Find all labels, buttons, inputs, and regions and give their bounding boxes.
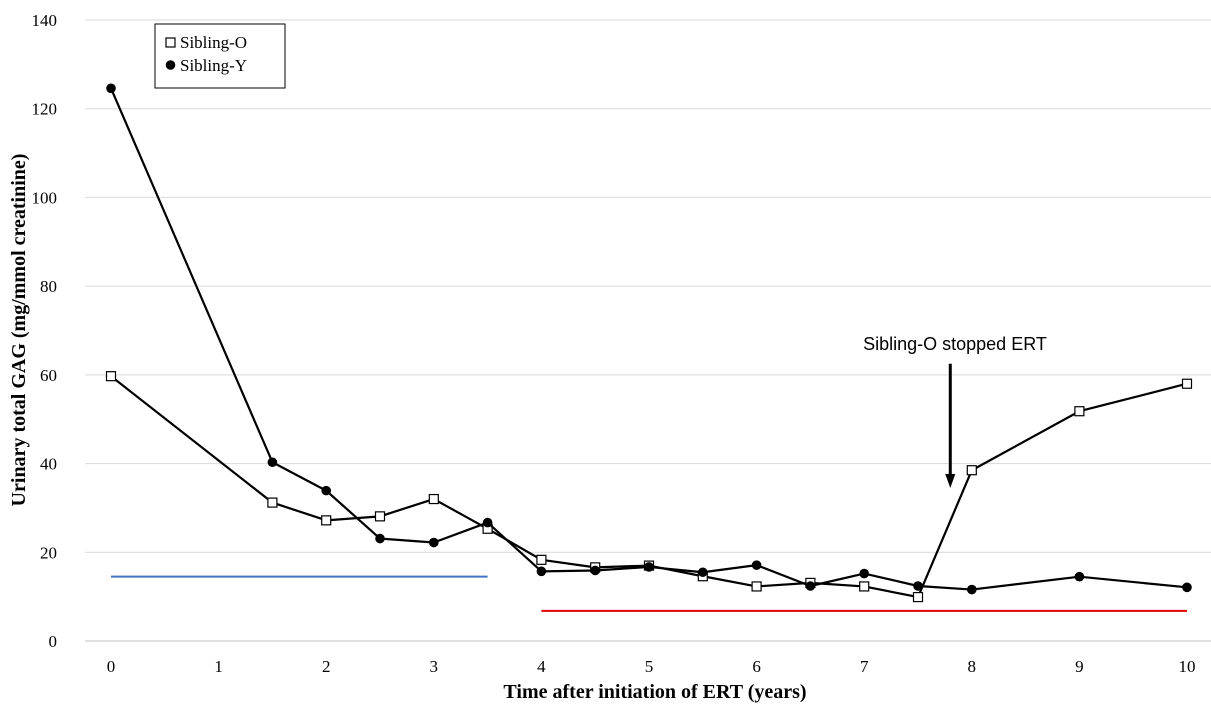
x-axis-title: Time after initiation of ERT (years) (503, 681, 806, 703)
y-tick-label: 80 (40, 277, 57, 296)
data-point (105, 371, 117, 382)
y-axis-title: Urinary total GAG (mg/mmol creatinine) (8, 154, 30, 507)
data-point (267, 457, 278, 468)
legend-label-sibling-y: Sibling-Y (180, 56, 247, 75)
legend-label-sibling-o: Sibling-O (180, 33, 247, 52)
data-point (912, 591, 924, 603)
data-point (859, 568, 869, 579)
data-point (590, 565, 600, 576)
x-tick-label: 3 (430, 657, 439, 676)
x-tick-label: 10 (1179, 657, 1196, 676)
data-point (429, 537, 439, 548)
legend: Sibling-O Sibling-Y (154, 23, 286, 89)
data-series (105, 83, 1193, 603)
y-tick-label: 20 (40, 543, 57, 562)
reference-lines (111, 575, 1187, 612)
x-tick-label: 5 (645, 657, 654, 676)
y-tick-labels: 0 20 40 60 80 100 120 140 (32, 11, 58, 651)
annotation: Sibling-O stopped ERT (863, 334, 1047, 488)
data-point (375, 533, 385, 544)
x-tick-label: 4 (537, 657, 546, 676)
x-tick-label: 9 (1075, 657, 1084, 676)
data-point (859, 581, 870, 592)
y-tick-label: 0 (49, 632, 58, 651)
y-tick-label: 40 (40, 455, 57, 474)
x-tick-label: 2 (322, 657, 331, 676)
x-tick-labels: 0 1 2 3 4 5 6 7 8 9 10 (107, 657, 1196, 676)
x-tick-label: 0 (107, 657, 116, 676)
data-point (913, 581, 923, 591)
data-point (644, 562, 654, 572)
data-point (1074, 406, 1085, 417)
data-point (751, 581, 762, 592)
data-point (698, 567, 708, 578)
series-sibling-y (106, 83, 1192, 595)
gridlines (85, 19, 1211, 553)
x-tick-label: 1 (214, 657, 223, 676)
data-point (805, 581, 816, 591)
x-tick-label: 6 (752, 657, 761, 676)
annotation-arrowhead-icon (945, 473, 956, 488)
data-point (106, 83, 116, 94)
data-point (428, 493, 439, 505)
data-point (751, 560, 762, 570)
data-point (321, 515, 332, 526)
data-point (1182, 582, 1192, 593)
data-point (966, 465, 977, 476)
data-point (374, 511, 386, 522)
x-tick-label: 7 (860, 657, 869, 676)
data-point (267, 497, 278, 508)
legend-marker-open-square-icon (165, 37, 176, 48)
legend-marker-filled-circle-icon (165, 60, 176, 70)
x-tick-label: 8 (968, 657, 977, 676)
data-point (536, 554, 547, 565)
data-point (1074, 571, 1085, 582)
data-point (967, 584, 977, 595)
legend-box (154, 23, 286, 89)
annotation-label: Sibling-O stopped ERT (863, 334, 1047, 354)
data-point (536, 566, 547, 577)
y-tick-label: 140 (32, 11, 58, 30)
y-tick-label: 120 (32, 100, 58, 119)
data-point (321, 485, 332, 496)
data-point (482, 517, 493, 528)
y-tick-label: 60 (40, 366, 57, 385)
data-point (1181, 378, 1193, 389)
y-tick-label: 100 (32, 188, 58, 207)
